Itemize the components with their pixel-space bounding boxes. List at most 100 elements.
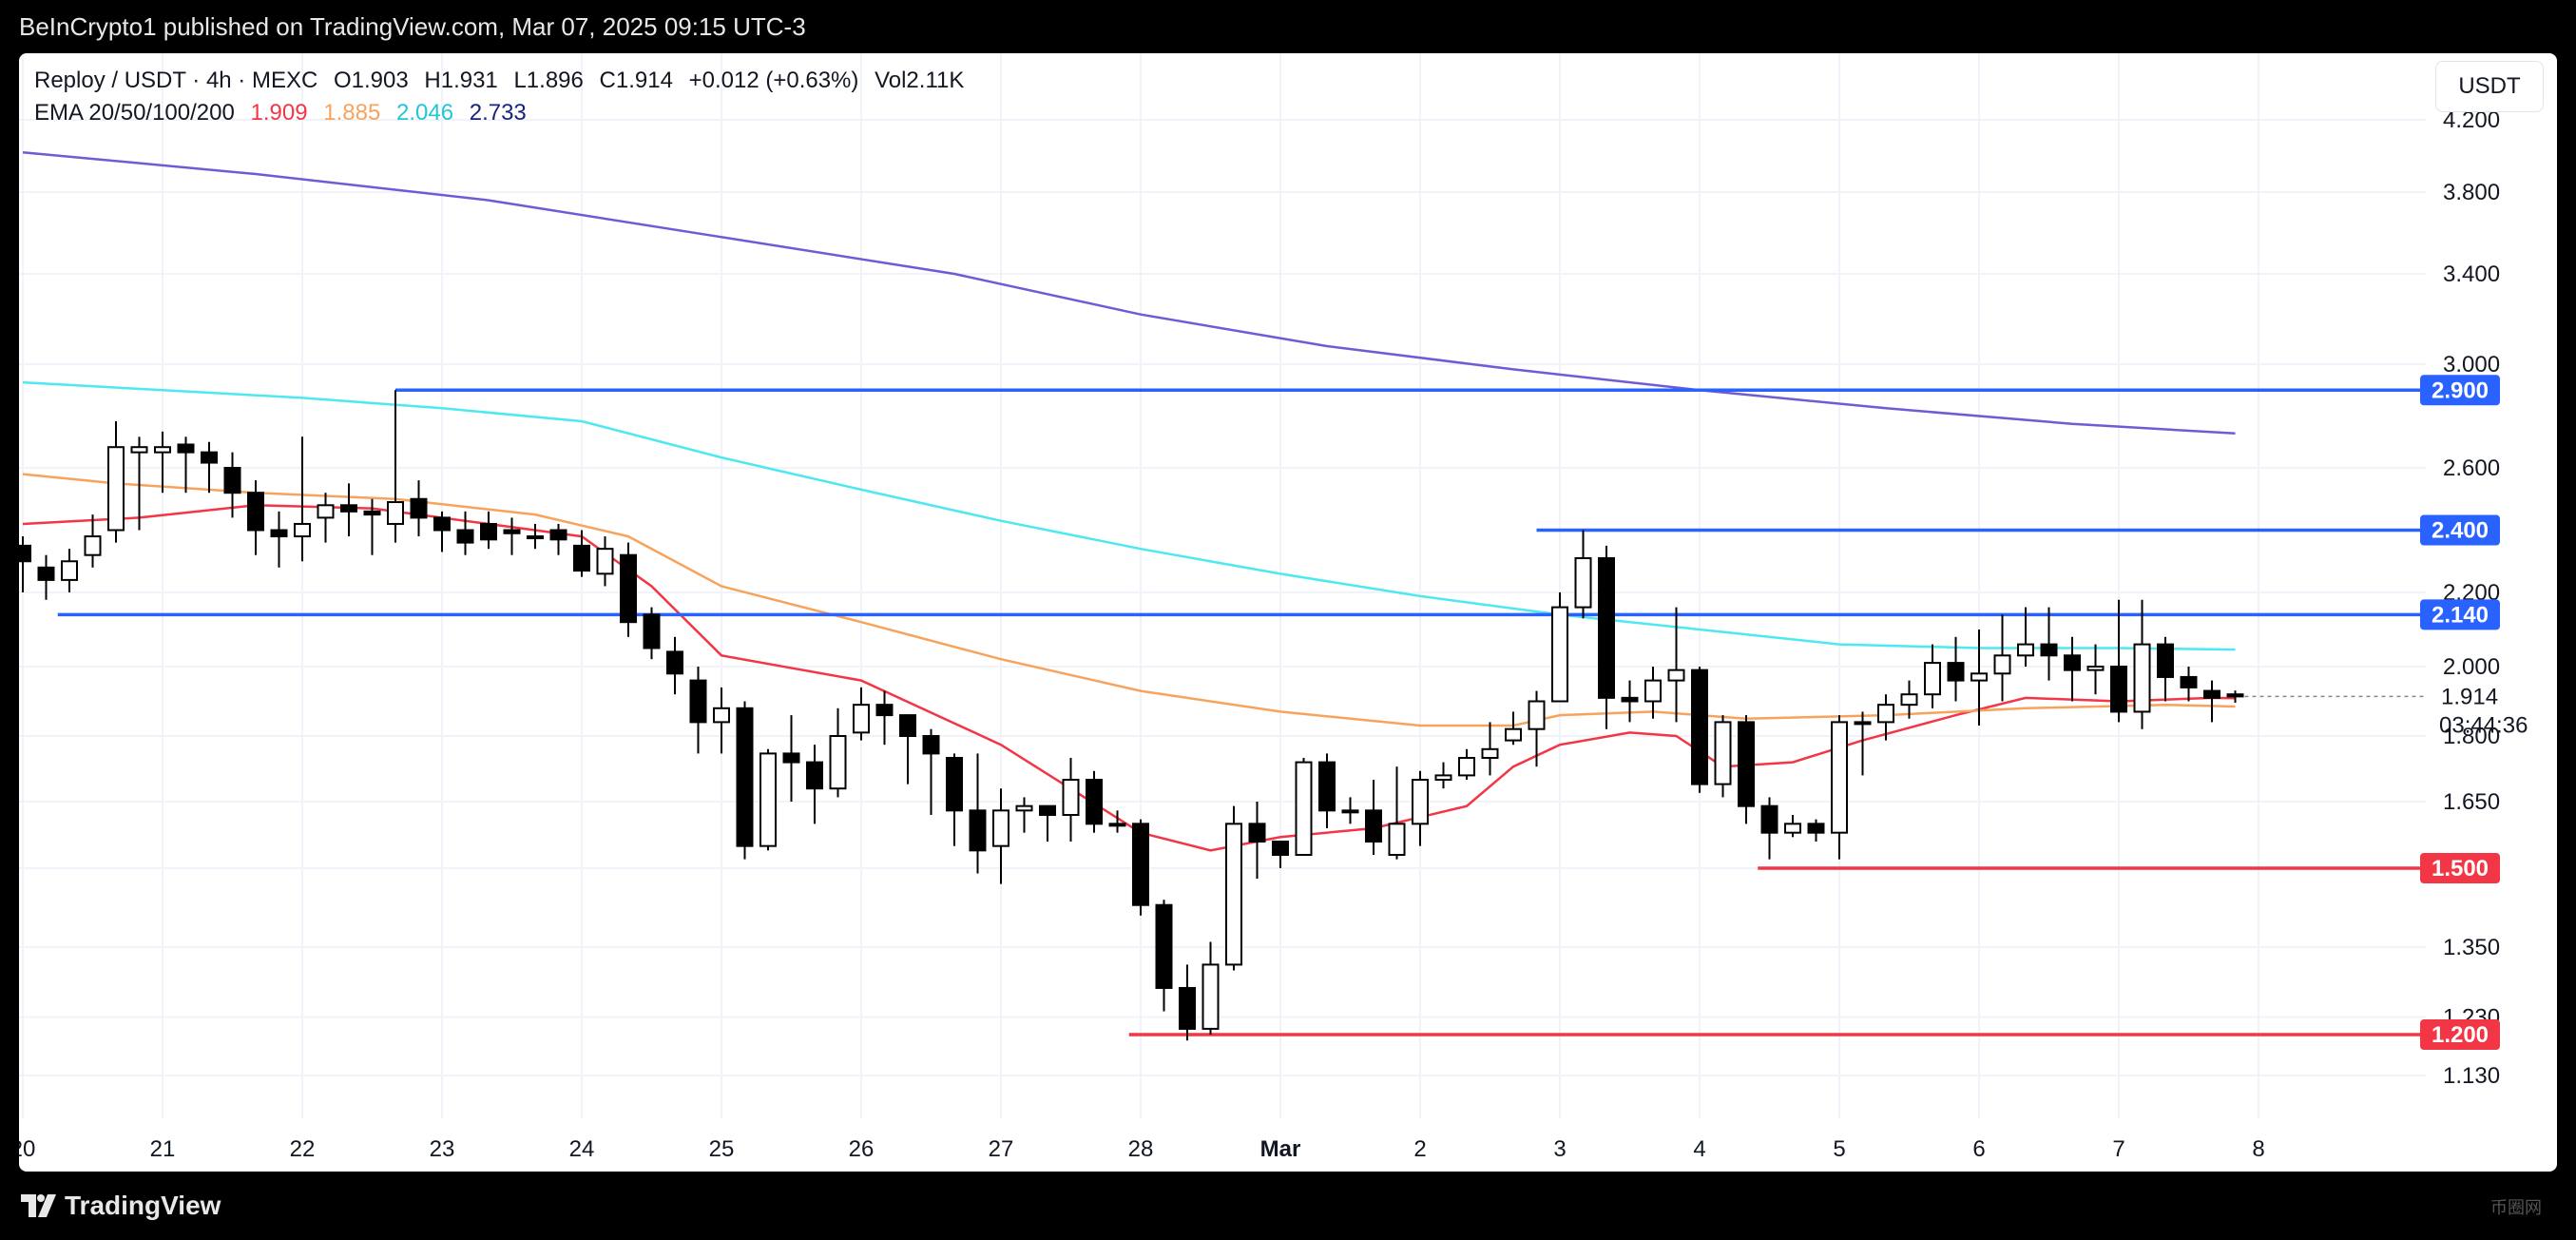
candle: [1505, 727, 1522, 742]
y-tick-label: 3.400: [2443, 262, 2500, 287]
ema20-value: 1.909: [250, 100, 308, 126]
candle: [2064, 654, 2081, 671]
candle: [223, 467, 241, 494]
x-tick-label: 27: [989, 1136, 1014, 1162]
open-value: O1.903: [333, 68, 409, 93]
candle: [1365, 809, 1382, 843]
candle: [782, 752, 800, 764]
candle: [2017, 643, 2034, 657]
candle: [1924, 662, 1941, 696]
candle: [480, 522, 497, 541]
y-tick-label: 2.600: [2443, 455, 2500, 481]
candle: [596, 548, 614, 575]
candle: [270, 529, 288, 538]
candle: [1248, 823, 1266, 843]
candle: [1738, 721, 1755, 807]
ema-line: [22, 504, 2236, 852]
candle: [2086, 666, 2105, 671]
watermark: 币圈网: [2490, 1198, 2542, 1217]
y-tick-label: 2.000: [2443, 654, 2500, 680]
candle: [1784, 823, 1801, 834]
x-tick-label: 26: [849, 1136, 875, 1162]
candle: [1644, 679, 1662, 703]
price-chart[interactable]: 1.1301.2301.3501.5001.6501.8002.0002.200…: [19, 53, 2557, 1172]
x-tick-label: 24: [569, 1136, 595, 1162]
candle: [19, 544, 31, 563]
candle: [853, 704, 870, 734]
chart-panel[interactable]: 1.1301.2301.3501.5001.6501.8002.0002.200…: [19, 53, 2557, 1172]
level-price-label: 2.400: [2432, 518, 2489, 544]
candle: [456, 529, 474, 544]
x-tick-label: 6: [1972, 1136, 1985, 1162]
candle: [1272, 841, 1289, 856]
tradingview-brand[interactable]: TradingView: [65, 1191, 221, 1220]
low-value: L1.896: [513, 68, 584, 93]
level-price-tag: [2420, 514, 2500, 546]
last-price-label: 1.914: [2441, 684, 2498, 709]
candle: [1412, 779, 1429, 825]
candle: [61, 560, 78, 581]
candle: [1039, 804, 1056, 817]
candle: [620, 553, 637, 624]
y-tick-label: 3.800: [2443, 180, 2500, 205]
x-tick-label: 7: [2112, 1136, 2124, 1162]
candle: [1970, 672, 1988, 682]
candle: [130, 446, 148, 454]
candle: [713, 707, 730, 724]
legend-ohlc-row: Reploy / USDT · 4h · MEXC O1.903 H1.931 …: [34, 65, 964, 97]
candle: [666, 650, 683, 675]
level-price-tag: [2420, 375, 2500, 406]
candle: [363, 510, 381, 516]
candle: [317, 504, 335, 519]
candle: [37, 566, 55, 581]
candle: [1551, 606, 1568, 703]
x-tick-label: 23: [430, 1136, 455, 1162]
candle: [433, 516, 451, 532]
candle: [1807, 823, 1825, 834]
ema50-value: 1.885: [323, 100, 381, 126]
currency-button[interactable]: USDT: [2435, 61, 2544, 112]
candle: [573, 544, 590, 572]
level-price-tag: [2420, 1019, 2500, 1051]
close-value: C1.914: [599, 68, 673, 93]
x-tick-label: 21: [150, 1136, 176, 1162]
ema-label[interactable]: EMA 20/50/100/200: [34, 100, 235, 126]
level-price-label: 1.200: [2432, 1022, 2489, 1048]
x-tick-label: 2: [1413, 1136, 1426, 1162]
candle: [527, 535, 544, 540]
x-tick-label: 8: [2252, 1136, 2264, 1162]
candle: [2203, 689, 2220, 699]
candle: [1691, 668, 1708, 785]
candle: [1854, 721, 1872, 726]
candle: [1295, 761, 1313, 856]
x-tick-label: Mar: [1260, 1136, 1301, 1162]
candle: [2157, 643, 2174, 678]
candle: [1574, 556, 1592, 609]
candle: [387, 501, 404, 525]
symbol-label[interactable]: Reploy / USDT · 4h · MEXC: [34, 68, 318, 93]
candle: [1831, 721, 1848, 834]
candle: [1179, 986, 1196, 1030]
candle: [736, 707, 754, 847]
candle: [1528, 700, 1546, 730]
candle: [1015, 804, 1033, 812]
level-price-label: 2.140: [2432, 602, 2489, 628]
y-tick-label: 1.800: [2443, 724, 2500, 749]
tradingview-logo-icon[interactable]: [19, 1189, 57, 1223]
candle: [1947, 662, 1965, 682]
candle: [2040, 643, 2058, 657]
candle: [969, 809, 987, 852]
candle: [1667, 668, 1685, 682]
candle: [922, 735, 940, 755]
candle: [1714, 721, 1732, 785]
candle: [1993, 654, 2011, 675]
level-price-label: 1.500: [2432, 856, 2489, 882]
candle: [689, 679, 707, 724]
candle: [1388, 823, 1406, 856]
candle: [1621, 696, 1639, 703]
candle: [1225, 823, 1242, 966]
x-tick-label: 4: [1693, 1136, 1705, 1162]
x-tick-label: 3: [1553, 1136, 1566, 1162]
level-price-tag: [2420, 599, 2500, 630]
x-tick-label: 28: [1128, 1136, 1154, 1162]
